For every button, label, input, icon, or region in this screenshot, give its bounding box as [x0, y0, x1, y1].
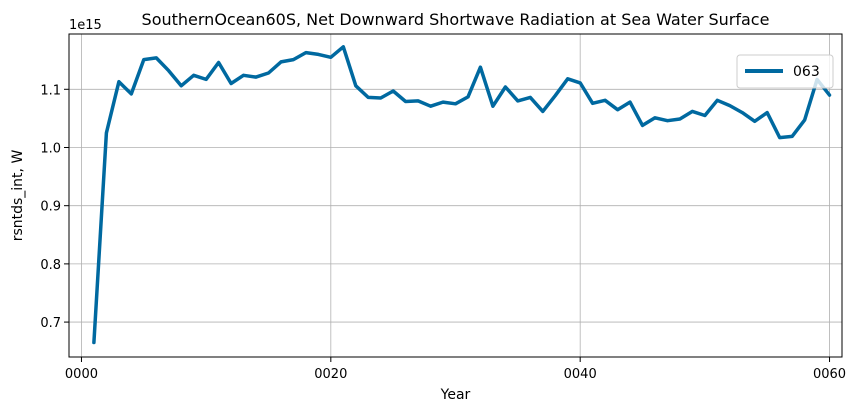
y-tick-label: 0.7 — [40, 316, 61, 331]
series-line — [92, 45, 832, 345]
y-tick-label: 0.9 — [40, 200, 61, 215]
y-tick-label: 0.8 — [40, 258, 61, 273]
legend-box — [736, 54, 834, 89]
legend: 063 — [736, 54, 834, 89]
ticks: 0000 0020 0040 0060 0.7 0.8 0.9 1.0 1.1 — [40, 83, 846, 382]
x-tick-label: 0000 — [65, 367, 98, 382]
x-axis-label: Year — [440, 387, 471, 403]
y-axis-label: rsntds_int, W — [10, 150, 26, 242]
series-lines — [92, 45, 832, 345]
legend-label: 063 — [793, 64, 820, 80]
plot-frame — [68, 33, 843, 358]
y-axis-offset-label: 1e15 — [69, 18, 102, 33]
chart-title: SouthernOcean60S, Net Downward Shortwave… — [142, 10, 770, 29]
x-tick-label: 0040 — [564, 367, 597, 382]
grid — [69, 34, 842, 357]
x-tick-label: 0060 — [813, 367, 846, 382]
y-tick-label: 1.1 — [40, 83, 61, 98]
y-tick-label: 1.0 — [40, 141, 61, 156]
x-tick-label: 0020 — [314, 367, 347, 382]
